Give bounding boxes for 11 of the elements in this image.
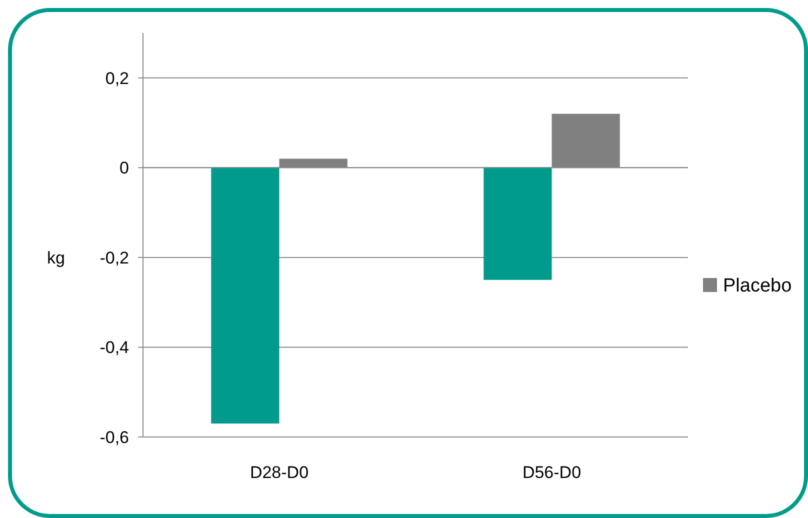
- y-tick-label: 0: [120, 158, 129, 178]
- bar: [484, 168, 552, 280]
- bar: [211, 168, 280, 424]
- y-axis-title: kg: [47, 248, 65, 268]
- y-tick-label: -0,4: [100, 338, 129, 358]
- y-tick-label: 0,2: [105, 68, 129, 88]
- y-tick-label: -0,6: [100, 428, 129, 447]
- legend-label: Placebo: [723, 276, 792, 297]
- x-tick-label: D28-D0: [250, 463, 309, 482]
- y-tick-label: -0,2: [100, 248, 129, 268]
- x-tick-label: D56-D0: [522, 463, 582, 482]
